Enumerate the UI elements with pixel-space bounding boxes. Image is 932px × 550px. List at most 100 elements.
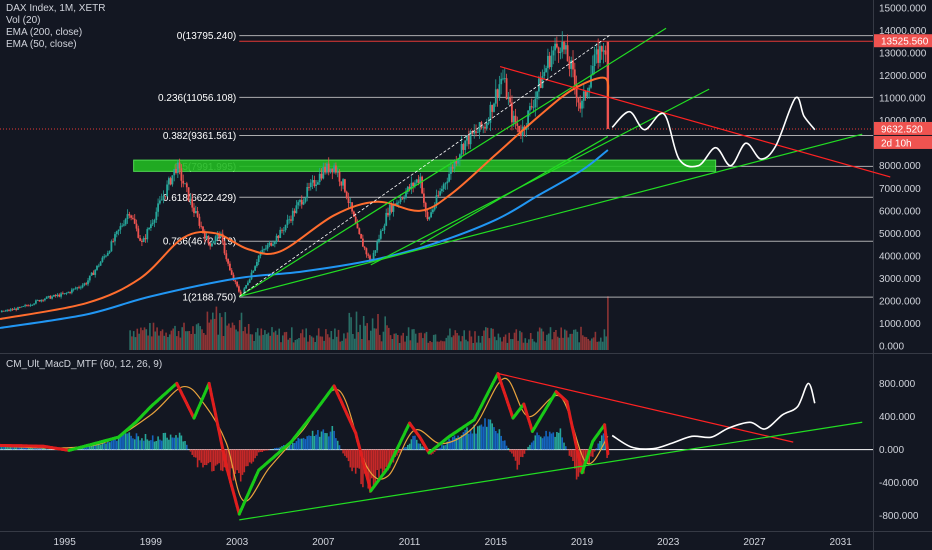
volume-bar <box>132 331 135 350</box>
volume-bar <box>206 311 209 350</box>
macd-histogram-bar <box>157 436 159 450</box>
volume-bar <box>422 338 424 350</box>
fib-level-label: 0.618(6622.429) <box>163 193 236 204</box>
volume-bar <box>479 342 482 350</box>
macd-histogram-bar <box>90 446 93 450</box>
candle-body <box>207 235 210 244</box>
candle-body <box>236 281 238 287</box>
macd-histogram-bar <box>205 449 208 466</box>
volume-bar <box>397 335 399 350</box>
macd-histogram-bar <box>275 447 278 450</box>
candle-body <box>65 292 68 294</box>
macd-histogram-bar <box>250 449 253 464</box>
volume-bar <box>176 336 178 350</box>
volume-bar <box>427 342 430 350</box>
macd-histogram-bar <box>108 442 111 450</box>
candle-body <box>90 272 93 276</box>
candle-body <box>406 186 409 192</box>
volume-bar <box>368 340 370 350</box>
macd-histogram-bar <box>195 449 197 458</box>
volume-bar <box>546 334 548 350</box>
candle-body <box>157 203 159 212</box>
volume-bar <box>219 313 221 350</box>
volume-bar <box>490 328 492 350</box>
volume-bar <box>434 334 437 350</box>
volume-bar <box>296 339 298 350</box>
macd-histogram-bar <box>261 449 264 452</box>
candle-body <box>536 91 538 99</box>
macd-histogram-bar <box>47 449 50 450</box>
macd-tick-label: 0.000 <box>879 445 904 456</box>
candle-body <box>593 54 596 66</box>
volume-bar <box>567 337 570 350</box>
candle-body <box>205 235 208 239</box>
volume-bar <box>494 336 496 350</box>
macd-histogram-bar <box>593 449 596 452</box>
candle-body <box>500 78 503 85</box>
macd-histogram-bar <box>378 449 380 478</box>
fib-level-label: 0(13795.240) <box>177 31 237 42</box>
macd-histogram-bar <box>175 435 177 450</box>
candle-body <box>85 283 88 285</box>
macd-histogram-bar <box>119 436 122 450</box>
volume-bar <box>551 339 554 350</box>
macd-histogram-bar <box>110 440 113 450</box>
macd-histogram-bar <box>383 449 386 471</box>
price-badge-label: 2d 10h <box>881 138 912 149</box>
candle-body <box>543 72 546 76</box>
candle-body <box>385 212 388 226</box>
volume-bar <box>456 333 458 350</box>
volume-bar <box>513 332 516 350</box>
candle-body <box>602 50 605 52</box>
macd-histogram-bar <box>433 449 436 452</box>
volume-bar <box>459 341 462 350</box>
macd-histogram-bar <box>177 437 179 450</box>
candle-body <box>252 270 255 273</box>
candle-body <box>103 256 106 258</box>
macd-histogram-bar <box>390 449 393 459</box>
candle-body <box>527 110 529 127</box>
macd-histogram-bar <box>557 432 560 450</box>
macd-histogram-bar <box>89 446 91 450</box>
macd-histogram-bar <box>495 431 497 450</box>
time-tick-label: 2019 <box>571 537 594 548</box>
volume-bar <box>258 335 261 350</box>
macd-histogram-bar <box>15 447 17 450</box>
candle-body <box>358 228 361 234</box>
macd-histogram-bar <box>301 438 303 450</box>
macd-histogram-bar <box>327 436 330 450</box>
candle-body <box>133 218 136 224</box>
macd-histogram-bar <box>509 449 511 452</box>
candle-body <box>516 123 519 126</box>
macd-histogram-bar <box>315 434 317 450</box>
macd-histogram-bar <box>259 449 262 452</box>
macd-histogram-bar <box>601 435 603 450</box>
candle-body <box>423 193 425 203</box>
candle-body <box>223 241 226 254</box>
candle-body <box>342 179 344 186</box>
fib-level-label: 0.236(11056.108) <box>158 93 236 104</box>
candle-body <box>277 235 280 238</box>
volume-bar <box>411 329 413 350</box>
candle-body <box>11 309 14 311</box>
candle-body <box>124 218 127 225</box>
candle-body <box>110 241 113 252</box>
macd-histogram-bar <box>150 440 152 450</box>
macd-histogram-bar <box>507 448 510 450</box>
candle-body <box>570 60 573 69</box>
macd-histogram-bar <box>336 440 339 450</box>
candle-body <box>439 191 441 196</box>
candle-body <box>150 224 152 228</box>
candle-body <box>304 197 307 202</box>
macd-histogram-bar <box>469 429 472 450</box>
candle-body <box>390 204 393 212</box>
candle-body <box>76 287 79 289</box>
candle-body <box>290 219 292 221</box>
candle-body <box>349 202 352 204</box>
candle-body <box>178 162 181 169</box>
candle-body <box>392 203 395 212</box>
macd-histogram-bar <box>421 446 423 450</box>
candle-body <box>268 242 271 246</box>
candle-body <box>282 230 285 232</box>
